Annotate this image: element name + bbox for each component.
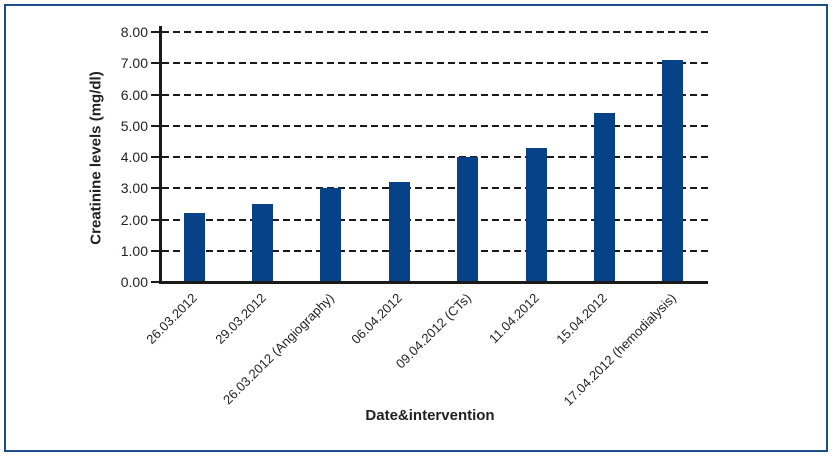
bar	[388, 182, 410, 282]
y-tick-label: 5.00	[120, 117, 148, 134]
gridline	[162, 218, 708, 221]
y-tick-label: 8.00	[120, 24, 148, 40]
y-tick-mark	[151, 187, 159, 190]
x-axis-title: Date&intervention	[365, 407, 495, 424]
gridline	[162, 31, 708, 33]
bar	[593, 113, 615, 282]
bar	[525, 147, 547, 282]
gridline	[162, 156, 708, 158]
x-tick-label: 17.04.2012 (hemodialysis)	[560, 290, 679, 409]
y-tick-label: 1.00	[120, 242, 148, 259]
gridline	[162, 93, 708, 96]
bar	[457, 157, 479, 282]
y-tick-mark	[151, 93, 159, 96]
x-axis-line	[159, 281, 708, 284]
y-tick-label: 2.00	[120, 211, 148, 228]
y-tick-label: 6.00	[120, 86, 148, 103]
y-tick-mark	[151, 156, 159, 158]
y-tick-label: 3.00	[120, 180, 148, 197]
y-tick-label: 4.00	[120, 149, 148, 165]
gridline	[162, 187, 708, 190]
gridline	[162, 62, 708, 65]
y-axis-title: Creatinine levels (mg/dl)	[87, 71, 105, 245]
bar	[662, 60, 684, 282]
y-axis-line	[159, 26, 162, 284]
chart-frame	[4, 4, 828, 452]
y-tick-mark	[151, 31, 159, 33]
gridline	[162, 124, 708, 127]
gridline	[162, 249, 708, 252]
y-tick-mark	[151, 249, 159, 252]
bar	[252, 203, 274, 282]
y-tick-mark	[151, 124, 159, 127]
bar	[183, 213, 205, 282]
y-tick-mark	[151, 281, 159, 283]
y-tick-mark	[151, 62, 159, 65]
y-tick-mark	[151, 218, 159, 221]
y-tick-label: 7.00	[120, 55, 148, 72]
bar	[320, 188, 342, 282]
y-tick-label: 0.00	[120, 274, 148, 290]
